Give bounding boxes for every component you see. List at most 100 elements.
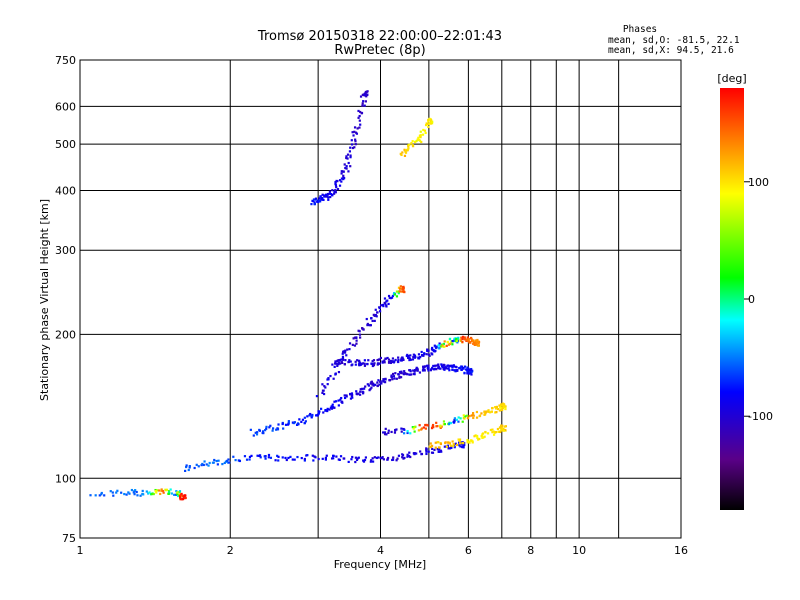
data-point — [298, 418, 301, 421]
data-point — [384, 378, 387, 381]
data-point — [504, 428, 507, 432]
data-point — [277, 459, 280, 462]
data-point — [417, 429, 420, 432]
data-point — [494, 405, 497, 409]
data-point — [499, 430, 502, 434]
data-point — [334, 182, 337, 185]
data-point — [134, 489, 137, 492]
data-point — [120, 491, 123, 494]
data-point — [489, 411, 492, 414]
data-point — [334, 184, 338, 187]
data-point — [354, 143, 357, 146]
data-point — [499, 406, 502, 409]
data-point — [406, 453, 409, 456]
data-point — [386, 356, 389, 360]
data-point — [346, 157, 349, 160]
data-point — [216, 463, 219, 466]
data-point — [390, 374, 393, 377]
data-point — [466, 371, 469, 374]
data-point — [438, 448, 441, 451]
data-point — [324, 408, 327, 412]
data-point — [402, 372, 405, 375]
data-point — [400, 153, 403, 157]
data-point — [491, 407, 494, 410]
data-point — [427, 125, 430, 129]
data-point — [362, 459, 365, 462]
data-point — [321, 197, 324, 200]
data-point — [338, 458, 341, 462]
data-point — [316, 414, 319, 417]
data-point — [371, 382, 375, 385]
data-point — [347, 460, 350, 464]
data-point — [188, 464, 191, 468]
data-point — [343, 163, 346, 166]
data-point — [451, 366, 454, 369]
data-point — [401, 456, 404, 459]
data-point — [287, 420, 290, 423]
data-point — [427, 353, 430, 356]
data-point — [500, 429, 503, 432]
data-point — [460, 336, 463, 339]
data-point — [430, 118, 433, 122]
data-point — [392, 456, 395, 459]
data-point — [427, 118, 430, 122]
data-point — [391, 378, 394, 381]
data-point — [410, 373, 413, 376]
data-point — [320, 407, 323, 410]
data-point — [491, 431, 494, 434]
data-point — [327, 196, 330, 199]
data-point — [336, 188, 340, 191]
data-point — [334, 373, 337, 376]
data-point — [328, 192, 331, 195]
data-point — [392, 375, 396, 378]
data-point — [343, 396, 347, 400]
data-point — [411, 144, 414, 147]
data-point — [418, 138, 421, 142]
data-point — [326, 409, 329, 413]
data-point — [494, 430, 498, 434]
data-point — [317, 457, 320, 461]
data-point — [473, 343, 476, 347]
data-point — [386, 458, 389, 461]
data-point — [398, 290, 401, 293]
data-point — [463, 336, 466, 339]
data-point — [385, 433, 388, 436]
data-point — [350, 394, 353, 398]
colorbar-label: [deg] — [717, 72, 746, 85]
data-point — [470, 337, 473, 340]
data-point — [413, 430, 416, 433]
data-point — [434, 345, 437, 348]
data-point — [310, 203, 313, 206]
data-point — [369, 460, 372, 463]
data-point — [455, 338, 458, 341]
y-tick-label: 200 — [55, 328, 76, 341]
data-point — [103, 494, 106, 497]
data-point — [462, 414, 465, 417]
data-point — [406, 148, 409, 151]
data-point — [321, 383, 324, 386]
data-point — [154, 488, 157, 492]
data-point — [419, 130, 422, 133]
data-point — [366, 90, 369, 93]
data-point — [424, 131, 427, 135]
data-point — [416, 369, 419, 372]
data-point — [433, 364, 437, 367]
data-point — [174, 493, 178, 496]
data-point — [469, 341, 472, 344]
data-point — [497, 407, 500, 411]
data-point — [349, 146, 352, 149]
data-point — [142, 493, 145, 496]
data-point — [334, 191, 337, 194]
data-point — [403, 428, 406, 431]
data-point — [339, 398, 342, 401]
data-point — [499, 426, 502, 429]
data-points — [89, 90, 507, 501]
data-point — [448, 337, 452, 341]
data-point — [331, 403, 334, 406]
x-tick-label: 2 — [227, 544, 234, 557]
data-point — [439, 449, 442, 452]
data-point — [358, 119, 361, 122]
data-point — [333, 365, 336, 368]
data-point — [462, 367, 465, 370]
data-point — [411, 358, 415, 361]
